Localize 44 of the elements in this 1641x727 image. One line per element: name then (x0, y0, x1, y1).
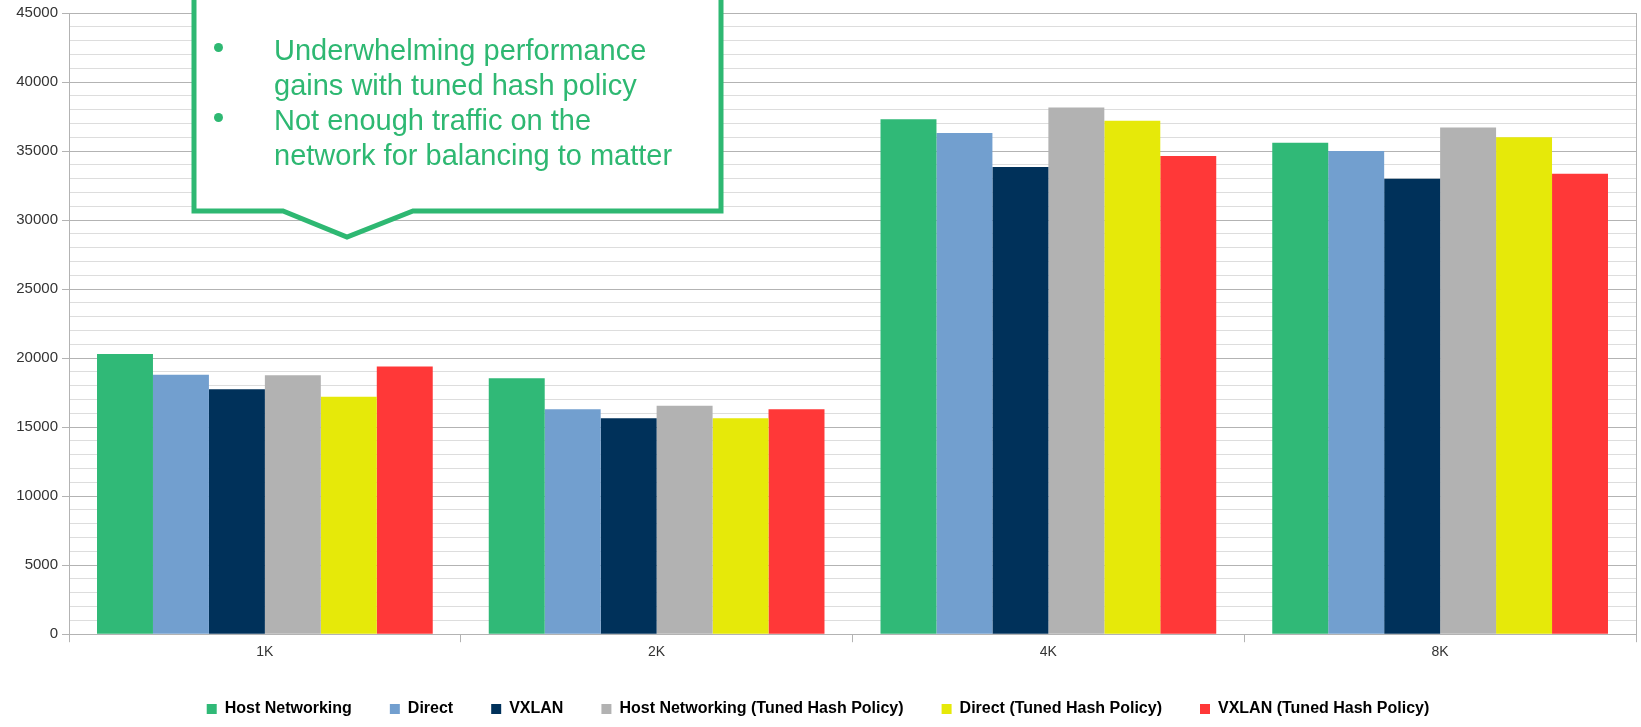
bar (1104, 120, 1161, 634)
x-tick-label: 4K (1039, 643, 1058, 660)
y-tick-label: 5000 (24, 555, 58, 573)
y-tick-label: 25000 (16, 279, 58, 297)
bar (880, 119, 937, 634)
bar (600, 418, 657, 634)
bar (97, 353, 153, 634)
bar (768, 409, 825, 634)
x-tick-label: 8K (1431, 643, 1450, 660)
bar (936, 133, 993, 634)
y-tick-label: 0 (49, 624, 58, 642)
bar (1552, 173, 1608, 634)
bar (1328, 151, 1385, 634)
bar (1496, 137, 1553, 634)
annotation: Underwhelming performance gains with tuned hash policy (274, 34, 647, 101)
legend-label: Host Networking (Tuned Hash Policy) (619, 699, 904, 717)
legend-label: VXLAN (509, 699, 564, 717)
bar (992, 166, 1049, 634)
legend-label: Direct (407, 699, 454, 717)
bar (712, 418, 769, 634)
y-tick-label: 45000 (16, 3, 58, 21)
y-tick-label: 30000 (16, 210, 58, 228)
bar (264, 375, 321, 634)
annotation: Not enough traffic on the network for balancing to matter (274, 104, 673, 171)
y-tick-label: 35000 (16, 141, 58, 159)
bar (656, 405, 713, 634)
legend-label: VXLAN (Tuned Hash Policy) (1218, 699, 1430, 717)
y-tick-label: 15000 (16, 417, 58, 435)
bar (208, 389, 265, 634)
bar (1160, 155, 1217, 634)
bar (152, 374, 209, 634)
bar (1272, 142, 1329, 634)
bar (1384, 178, 1441, 634)
bar (376, 366, 433, 634)
bar (488, 378, 545, 634)
y-tick-label: 10000 (16, 486, 58, 504)
bar (320, 396, 377, 634)
y-tick-label: 20000 (16, 348, 58, 366)
legend-label: Host Networking (224, 699, 352, 717)
bar (544, 409, 601, 634)
x-tick-label: 2K (648, 643, 666, 660)
x-tick-label: 1K (256, 643, 275, 660)
y-tick-label: 40000 (16, 72, 58, 90)
legend-label: Direct (Tuned Hash Policy) (959, 699, 1162, 717)
